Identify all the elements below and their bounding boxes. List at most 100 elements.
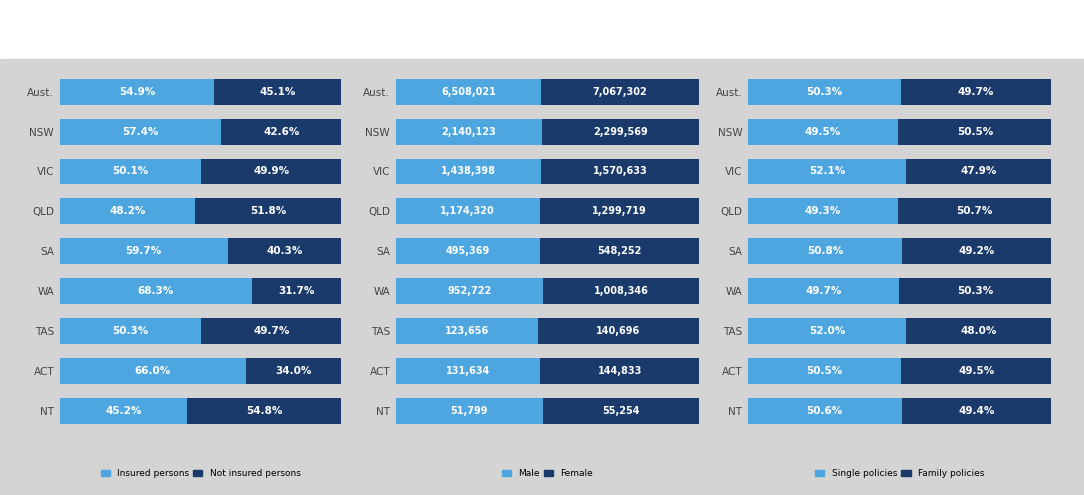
Bar [542,398,699,424]
Text: 54.8%: 54.8% [246,406,283,416]
Bar [541,79,699,104]
Text: 51.8%: 51.8% [250,206,286,216]
Text: 144,833: 144,833 [597,366,642,376]
Text: 45.1%: 45.1% [260,87,296,97]
Bar [540,238,699,264]
Text: 49.2%: 49.2% [958,246,995,256]
Text: 50.8%: 50.8% [806,246,843,256]
Text: 40.3%: 40.3% [267,246,302,256]
Text: 1,008,346: 1,008,346 [594,286,648,296]
Bar [60,238,228,264]
Bar [201,158,341,185]
Bar [60,318,202,344]
Text: 48.0%: 48.0% [960,326,997,336]
Bar [228,238,341,264]
Bar [60,198,195,224]
Bar [396,198,540,224]
Bar [396,238,540,264]
Bar [543,278,699,304]
Bar [541,158,699,185]
Bar [396,398,542,424]
Bar [748,318,906,344]
Bar [906,318,1051,344]
Bar [396,318,538,344]
Text: 1,174,320: 1,174,320 [440,206,495,216]
Bar [899,119,1051,145]
Text: 57.4%: 57.4% [122,127,158,137]
Text: 45.2%: 45.2% [105,406,142,416]
Text: 54.9%: 54.9% [119,87,155,97]
Bar [540,358,699,384]
Bar [60,158,201,185]
Bar [902,238,1051,264]
Bar [901,79,1051,104]
Bar [902,398,1051,424]
Bar [60,358,246,384]
Text: 66.0%: 66.0% [134,366,171,376]
Text: 1,299,719: 1,299,719 [592,206,647,216]
Text: 52.1%: 52.1% [809,166,846,176]
Text: 50.3%: 50.3% [113,326,149,336]
Bar [748,358,901,384]
Text: 68.3%: 68.3% [138,286,175,296]
Text: 495,369: 495,369 [446,246,490,256]
Text: 34.0%: 34.0% [275,366,312,376]
Bar [215,79,341,104]
Text: 2,299,569: 2,299,569 [593,127,648,137]
Legend: Male, Female: Male, Female [499,465,596,482]
Text: 1,438,398: 1,438,398 [441,166,495,176]
Text: 49.9%: 49.9% [253,166,289,176]
Text: 49.3%: 49.3% [804,206,841,216]
Text: 50.3%: 50.3% [957,286,993,296]
Bar [195,198,341,224]
Bar [899,278,1051,304]
Bar [253,278,341,304]
Text: 50.5%: 50.5% [806,366,842,376]
Text: 131,634: 131,634 [446,366,490,376]
Text: 47.9%: 47.9% [960,166,997,176]
Text: 49.7%: 49.7% [254,326,289,336]
Legend: Single policies, Family policies: Single policies, Family policies [812,465,988,482]
Text: 7,067,302: 7,067,302 [593,87,647,97]
Text: 2,140,123: 2,140,123 [441,127,496,137]
Text: 50.7%: 50.7% [956,206,993,216]
Text: 50.3%: 50.3% [806,87,842,97]
Bar [60,79,215,104]
Bar [748,398,902,424]
Text: 51,799: 51,799 [450,406,488,416]
Bar [396,278,543,304]
Bar [540,198,699,224]
Bar [748,119,899,145]
Bar [202,318,341,344]
Bar [221,119,341,145]
Bar [246,358,341,384]
Text: 42.6%: 42.6% [263,127,299,137]
Bar [748,238,902,264]
Text: 52.0%: 52.0% [809,326,846,336]
Bar [901,358,1051,384]
Text: 59.7%: 59.7% [126,246,162,256]
Text: 55,254: 55,254 [602,406,640,416]
Bar [60,278,253,304]
Legend: Insured persons, Not insured persons: Insured persons, Not insured persons [96,465,305,482]
Bar [748,278,899,304]
Bar [188,398,341,424]
Text: 50.1%: 50.1% [112,166,149,176]
Bar [396,79,541,104]
Text: 952,722: 952,722 [448,286,491,296]
Bar [748,79,901,104]
Text: 140,696: 140,696 [596,326,641,336]
Text: 6,508,021: 6,508,021 [441,87,495,97]
Text: 123,656: 123,656 [444,326,489,336]
Bar [906,158,1051,185]
Bar [396,119,542,145]
Text: 50.6%: 50.6% [806,406,843,416]
Bar [60,119,221,145]
Text: 49.7%: 49.7% [958,87,994,97]
Bar [60,398,188,424]
Bar [748,158,906,185]
Text: 31.7%: 31.7% [279,286,315,296]
Text: 49.5%: 49.5% [805,127,841,137]
Text: 49.5%: 49.5% [958,366,994,376]
Text: 48.2%: 48.2% [109,206,145,216]
